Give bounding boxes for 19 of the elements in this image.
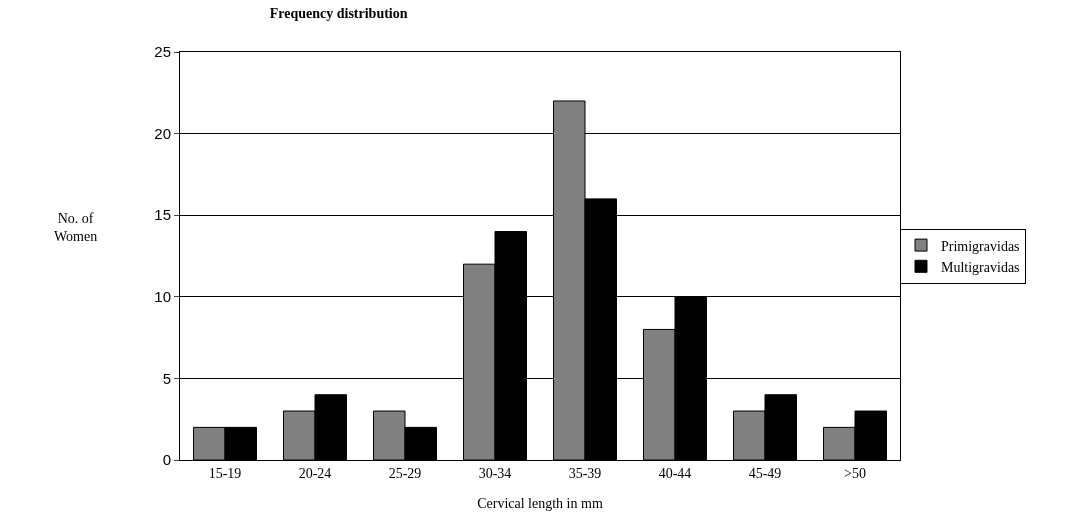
x-tick-label: 35-39 <box>568 465 602 481</box>
y-tick-label: 10 <box>154 288 171 306</box>
y-tick-label: 25 <box>154 43 171 61</box>
legend-label: Multigravidas <box>941 259 1020 275</box>
y-axis-title: No. of Women <box>54 211 98 245</box>
chart-title: Frequency distribution <box>269 5 408 21</box>
x-tick-label: 20-24 <box>298 465 332 481</box>
x-axis-title: Cervical length in mm <box>477 496 603 512</box>
y-tick-label: 5 <box>162 369 171 387</box>
x-tick-label: 25-29 <box>388 465 422 481</box>
x-tick-label: 40-44 <box>658 465 692 481</box>
x-tick-label: 15-19 <box>208 465 242 481</box>
x-tick-label: 45-49 <box>748 465 782 481</box>
y-tick-label: 15 <box>154 206 171 224</box>
y-tick-label: 0 <box>162 451 171 469</box>
y-tick-label: 20 <box>154 124 171 142</box>
x-tick-label: >50 <box>844 465 866 481</box>
x-tick-label: 30-34 <box>478 465 512 481</box>
legend-label: Primigravidas <box>941 238 1020 254</box>
